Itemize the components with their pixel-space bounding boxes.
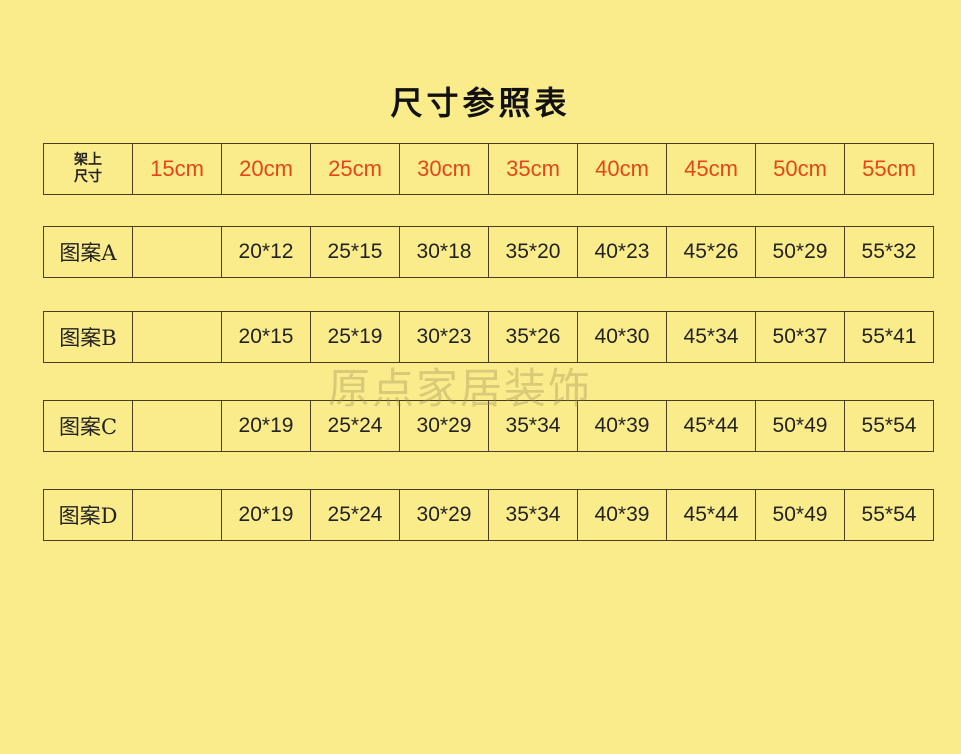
pattern-row: 图案A 20*12 25*15 30*18 35*20 40*23 45*26 50*29 55… xyxy=(43,226,934,278)
size-value-cell: 55*54 xyxy=(845,401,934,451)
size-value-cell: 35*26 xyxy=(489,312,578,362)
size-header-cell: 45cm xyxy=(667,144,756,194)
size-value-cell: 40*30 xyxy=(578,312,667,362)
size-value-cell: 55*32 xyxy=(845,227,934,277)
size-value-cell: 25*24 xyxy=(311,401,400,451)
size-header-cell: 25cm xyxy=(311,144,400,194)
page-title: 尺寸参照表 xyxy=(390,84,571,122)
size-value-cell: 45*26 xyxy=(667,227,756,277)
size-value-cell xyxy=(133,401,222,451)
pattern-label: 图案D xyxy=(44,490,133,540)
size-value-cell xyxy=(133,312,222,362)
size-value-cell: 35*34 xyxy=(489,490,578,540)
label-line-1: 架上 xyxy=(74,152,102,168)
size-value-cell: 50*29 xyxy=(756,227,845,277)
size-value-cell: 35*20 xyxy=(489,227,578,277)
size-value-cell: 30*29 xyxy=(400,490,489,540)
pattern-label: 图案B xyxy=(44,312,133,362)
size-value-cell: 45*44 xyxy=(667,490,756,540)
size-value-cell: 20*15 xyxy=(222,312,311,362)
size-header-cell: 30cm xyxy=(400,144,489,194)
size-value-cell: 40*23 xyxy=(578,227,667,277)
pattern-row: 图案C 20*19 25*24 30*29 35*34 40*39 45*44 50*49 55… xyxy=(43,400,934,452)
pattern-row: 图案B 20*15 25*19 30*23 35*26 40*30 45*34 50*37 55… xyxy=(43,311,934,363)
size-value-cell: 50*49 xyxy=(756,401,845,451)
size-value-cell: 25*19 xyxy=(311,312,400,362)
size-header-cell: 35cm xyxy=(489,144,578,194)
size-value-cell: 45*34 xyxy=(667,312,756,362)
pattern-label: 图案C xyxy=(44,401,133,451)
size-value-cell: 40*39 xyxy=(578,490,667,540)
pattern-row: 图案D 20*19 25*24 30*29 35*34 40*39 45*44 50*49 55… xyxy=(43,489,934,541)
size-value-cell: 20*19 xyxy=(222,401,311,451)
size-header-cell: 15cm xyxy=(133,144,222,194)
size-value-cell: 45*44 xyxy=(667,401,756,451)
size-header-cell: 20cm xyxy=(222,144,311,194)
size-value-cell: 30*23 xyxy=(400,312,489,362)
size-value-cell: 50*37 xyxy=(756,312,845,362)
size-value-cell: 30*29 xyxy=(400,401,489,451)
size-value-cell: 40*39 xyxy=(578,401,667,451)
size-header-row: 架上 尺寸 15cm 20cm 25cm 30cm 35cm 40cm 45cm 50cm 55… xyxy=(43,143,934,195)
size-value-cell: 25*15 xyxy=(311,227,400,277)
size-value-cell: 50*49 xyxy=(756,490,845,540)
size-value-cell: 55*41 xyxy=(845,312,934,362)
size-header-cell: 40cm xyxy=(578,144,667,194)
pattern-label: 图案A xyxy=(44,227,133,277)
label-line-2: 尺寸 xyxy=(74,169,102,185)
size-value-cell: 20*19 xyxy=(222,490,311,540)
size-value-cell: 25*24 xyxy=(311,490,400,540)
size-value-cell: 35*34 xyxy=(489,401,578,451)
size-header-cell: 50cm xyxy=(756,144,845,194)
size-header-label: 架上 尺寸 xyxy=(44,144,133,194)
size-value-cell: 30*18 xyxy=(400,227,489,277)
size-value-cell xyxy=(133,490,222,540)
size-value-cell: 20*12 xyxy=(222,227,311,277)
size-value-cell xyxy=(133,227,222,277)
size-value-cell: 55*54 xyxy=(845,490,934,540)
size-header-cell: 55cm xyxy=(845,144,934,194)
